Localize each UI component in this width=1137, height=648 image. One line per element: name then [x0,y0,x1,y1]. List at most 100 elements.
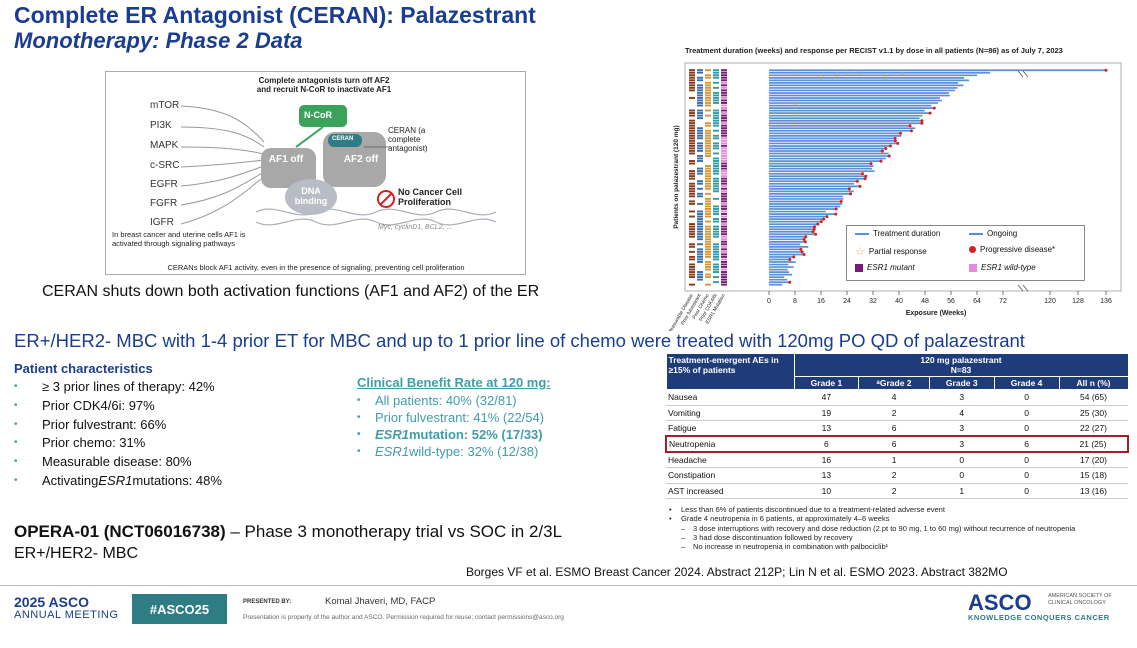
characteristic-cell [697,112,703,115]
characteristic-cell [705,114,711,117]
characteristic-cell [689,134,695,137]
characteristic-cell [697,89,703,92]
characteristic-cell [713,154,719,157]
x-tick-label: 8 [793,298,797,305]
characteristic-cell [721,266,727,268]
characteristic-cell [713,152,719,155]
characteristic-cell [697,165,703,168]
axis-break [1017,284,1024,292]
bullet-icon: • [14,381,18,392]
characteristic-cell [705,107,711,109]
characteristic-cell [697,276,703,279]
characteristic-cell [713,144,719,147]
characteristic-cell [697,238,703,241]
characteristic-cell [721,276,727,279]
characteristic-cell [721,71,727,74]
wildtype-swatch [969,263,977,272]
y-axis-label: Patients on palazestrant (120 mg) [673,125,680,228]
characteristic-cell [721,69,727,72]
characteristic-cell [705,137,711,140]
characteristic-cell [705,283,711,286]
characteristic-cell [697,147,703,150]
characteristic-cell [713,195,719,198]
x-tick-label: 72 [999,298,1007,305]
characteristic-cell [721,215,727,218]
characteristic-cell [721,283,727,286]
characteristic-cell [705,127,711,130]
pd-marker [893,139,897,143]
characteristic-cell [689,245,695,248]
characteristic-cell [721,220,727,223]
characteristic-cell [705,218,711,220]
characteristic-cell [697,96,703,99]
characteristic-cell [713,273,719,276]
pd-marker [858,184,862,188]
characteristic-cell [689,109,695,112]
legend-item: Ongoing [969,229,1017,238]
characteristic-cell [697,250,703,253]
signal-label: PI3K [150,120,172,131]
characteristic-cell [689,266,695,268]
characteristic-cell [705,142,711,145]
grade-header: Grade 3 [928,376,995,390]
characteristic-cell [705,175,711,178]
characteristic-cell [713,281,719,284]
characteristic-cell [689,170,695,173]
legend-item: ESR1 mutant [855,263,915,272]
characteristic-cell [713,197,719,200]
characteristic-cell [705,99,711,102]
characteristic-cell [689,276,695,279]
characteristic-cell [697,260,703,263]
characteristic-cell [721,207,727,210]
pd-marker [932,106,936,110]
characteristic-cell [713,228,719,231]
characteristic-cell [705,172,711,175]
characteristic-cell [689,192,695,195]
characteristic-cell [721,243,727,246]
characteristic-cell [721,132,727,135]
characteristic-cell [697,220,703,223]
characteristic-cell [689,255,695,258]
characteristic-cell [705,185,711,188]
characteristic-cell [689,175,695,178]
characteristic-cell [697,207,703,210]
characteristic-cell [705,271,711,273]
table-row: AST increased 10 2 1 0 13 (16) [666,483,1128,499]
dash-icon: – [681,542,686,552]
x-axis-label: Exposure (Weeks) [906,310,967,317]
characteristic-cell [705,192,711,195]
characteristic-cell [721,177,727,180]
characteristic-cell [721,107,727,109]
characteristic-cell [705,74,711,77]
characteristic-cell [713,89,719,92]
characteristic-cell [721,114,727,117]
characteristic-cell [689,137,695,140]
x-tick-label: 136 [1100,298,1112,305]
characteristic-cell [689,197,695,200]
ceran-chip-label: CERAN [332,136,354,142]
mutant-swatch [855,263,863,272]
characteristic-cell [697,102,703,104]
characteristic-cell [713,175,719,178]
characteristic-cell [697,142,703,145]
pr-star-icon: ☆ [856,68,863,77]
characteristic-cell [721,281,727,284]
characteristic-cell [705,162,711,165]
characteristic-cell [697,139,703,142]
characteristic-cell [689,139,695,142]
characteristic-cell [697,197,703,200]
characteristic-cell [697,167,703,170]
characteristic-cell [721,124,727,127]
characteristic-cell [705,134,711,137]
characteristic-cell [689,104,695,107]
characteristic-cell [721,213,727,215]
characteristic-cell [721,139,727,142]
dash-icon: – [681,532,686,542]
characteristic-cell [697,109,703,112]
characteristic-cell [705,117,711,120]
characteristic-cell [697,107,703,109]
characteristic-cell [697,79,703,82]
characteristic-cell [697,268,703,271]
pd-marker [811,230,815,234]
signal-label: mTOR [150,100,180,111]
